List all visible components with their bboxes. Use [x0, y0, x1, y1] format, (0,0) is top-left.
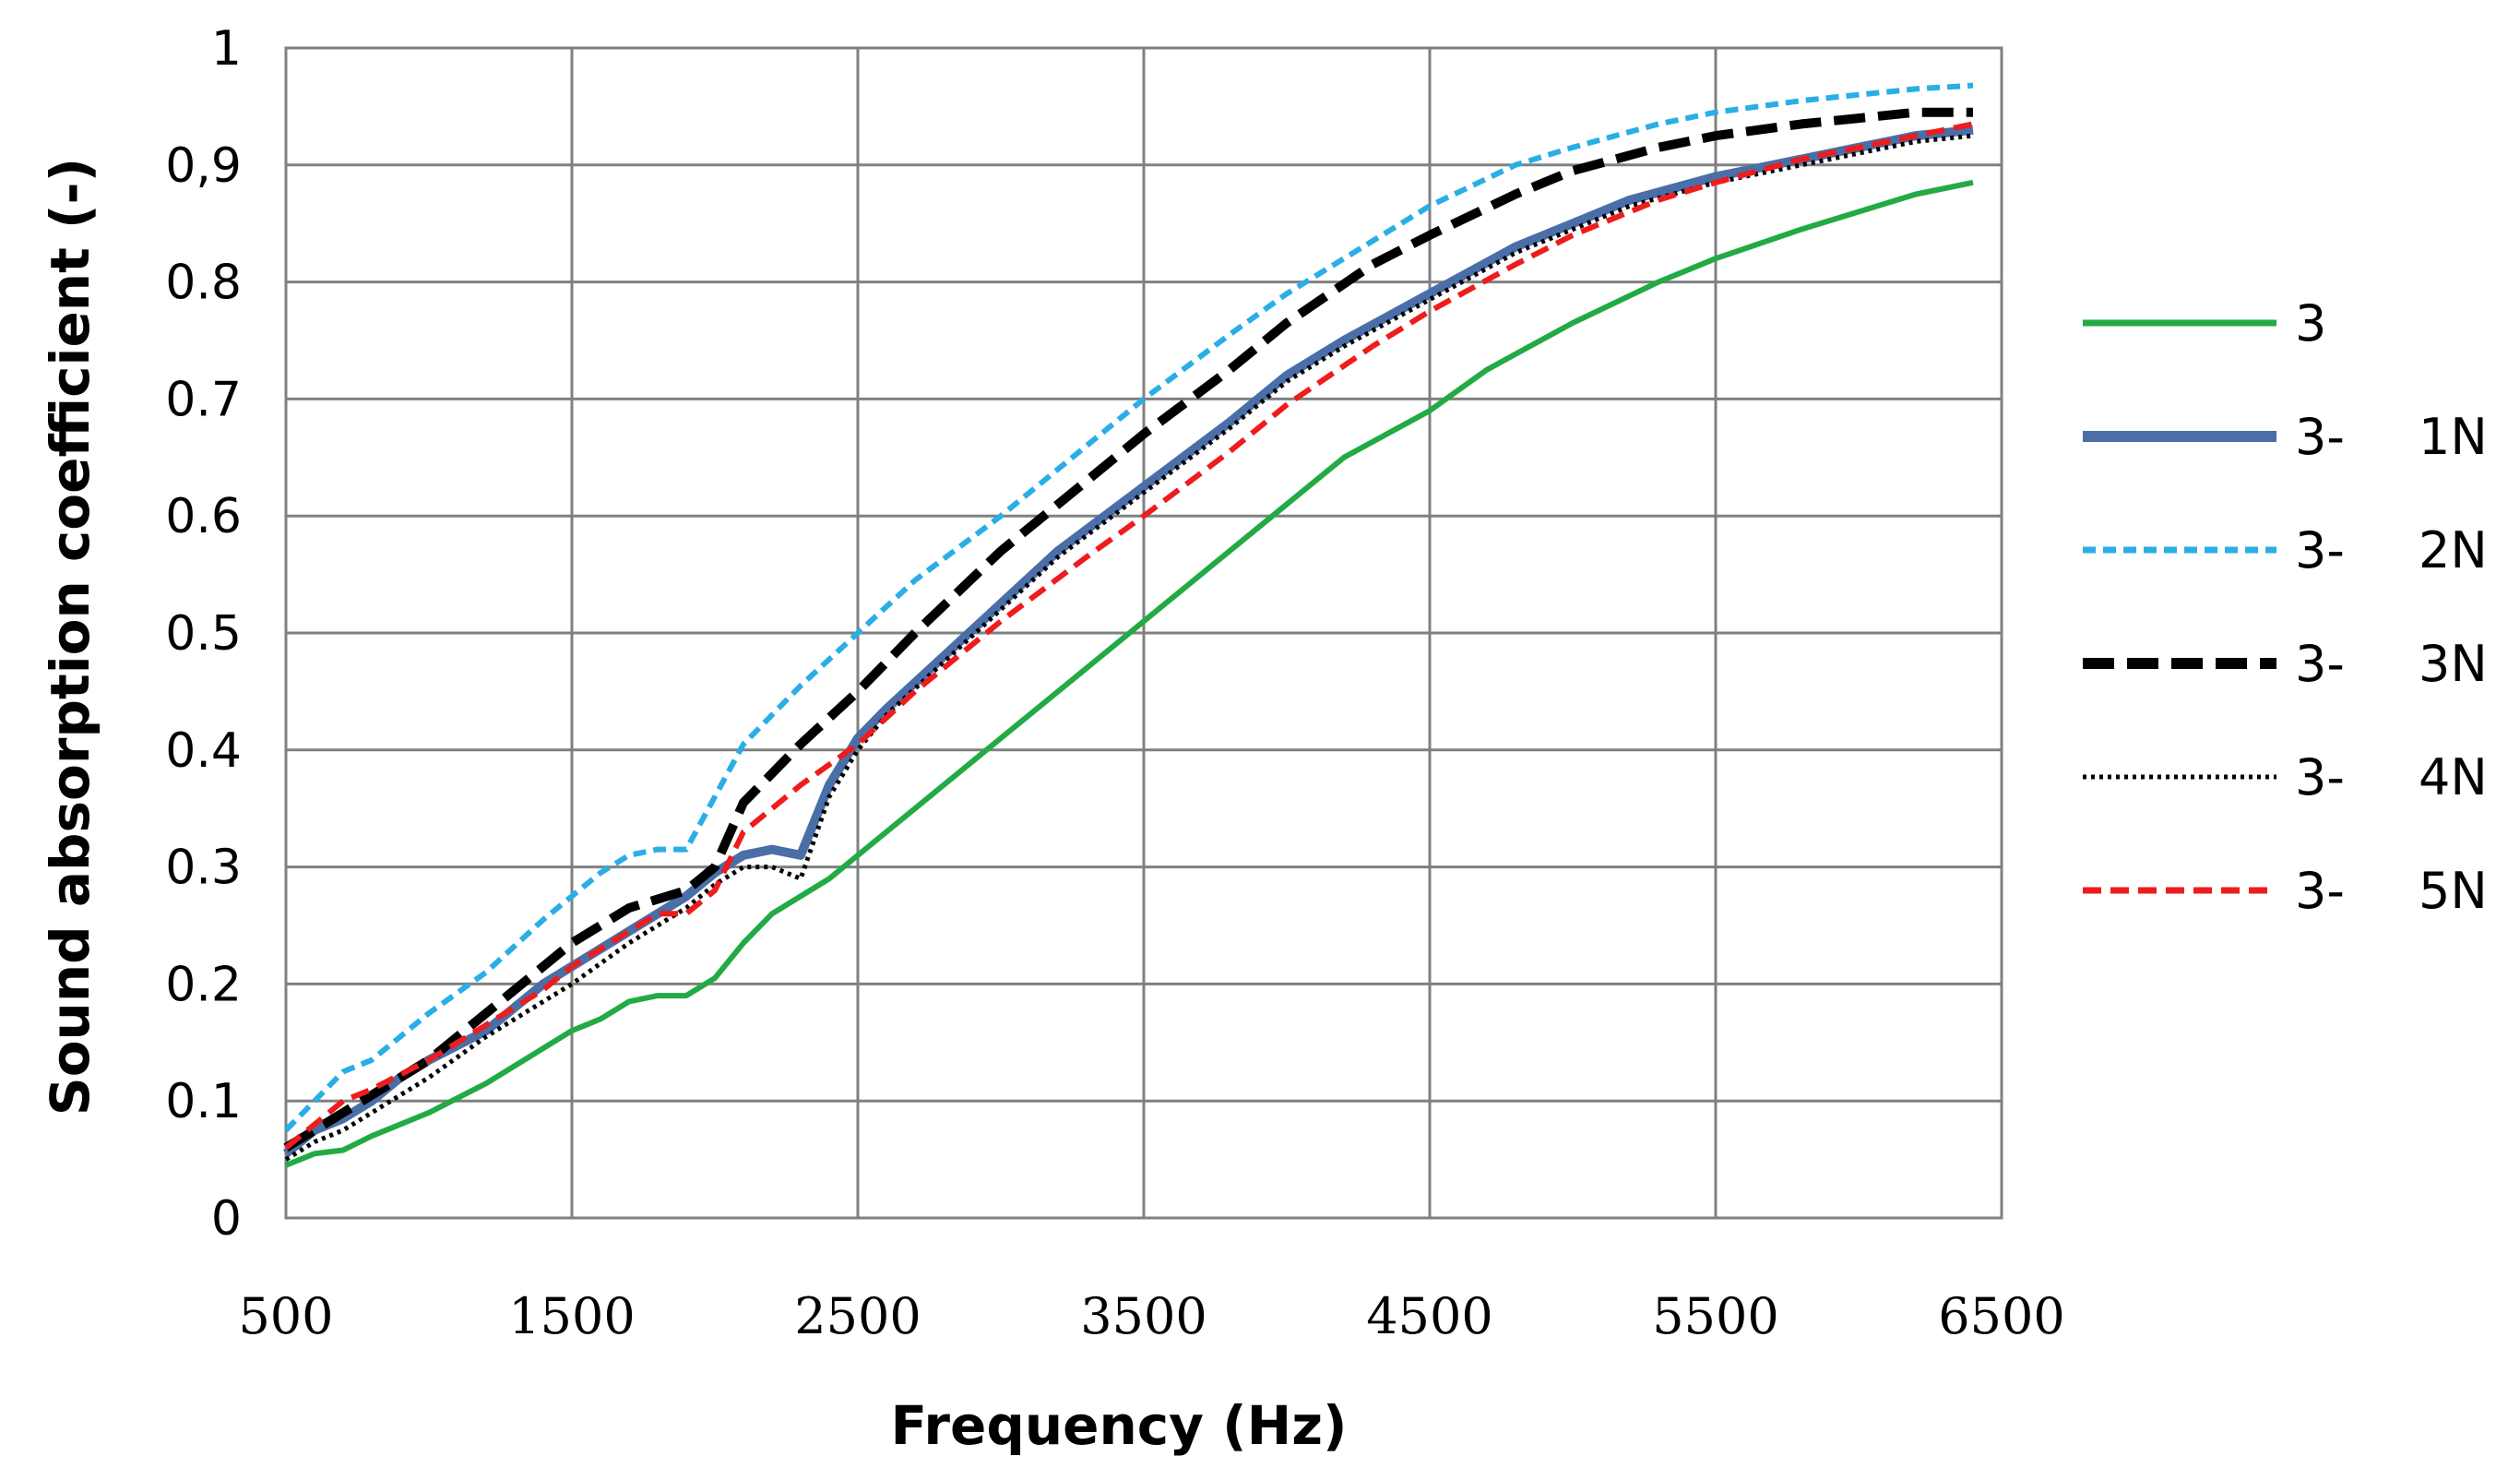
- legend-label: 3-: [2295, 408, 2345, 466]
- legend-label: 3-: [2295, 521, 2345, 579]
- legend-label: 3-: [2295, 635, 2345, 693]
- y-tick-label: 0.5: [165, 606, 242, 662]
- grid-lines: [284, 46, 2003, 1220]
- series-line-1: [284, 179, 1974, 1168]
- x-tick-labels: 500 1500 2500 3500 4500 5500 6500: [238, 1287, 2064, 1345]
- y-tick-label: 0.3: [165, 841, 242, 896]
- x-tick-label: 3500: [1080, 1287, 1207, 1345]
- series-lines: [282, 82, 1974, 1168]
- y-tick-label: 0.2: [165, 957, 242, 1012]
- x-tick-label: 4500: [1366, 1287, 1492, 1345]
- y-tick-label: 0.4: [165, 723, 242, 779]
- series-line-6: [284, 121, 1974, 1151]
- legend-label-suffix: 5N: [2419, 862, 2488, 920]
- y-tick-label: 0: [211, 1191, 242, 1247]
- x-tick-label: 1500: [508, 1287, 635, 1345]
- legend-label: 3-: [2295, 862, 2345, 920]
- legend-label-suffix: 1N: [2419, 408, 2488, 466]
- y-tick-label: 0.7: [165, 372, 242, 427]
- legend-label: 3-: [2295, 748, 2345, 806]
- legend-label-suffix: 3N: [2419, 635, 2488, 693]
- y-tick-label: 0.8: [165, 256, 242, 311]
- y-tick-labels: 0 0.1 0.2 0.3 0.4 0.5 0.6 0.7 0.8 0,9 1: [165, 21, 242, 1247]
- series-line-3: [283, 82, 1974, 1132]
- legend: 3 3- 1N 3- 2N 3- 3N 3- 4N 3- 5N: [2083, 294, 2488, 920]
- legend-label: 3: [2295, 294, 2326, 352]
- series-line-4: [283, 107, 1973, 1152]
- x-tick-label: 6500: [1938, 1287, 2064, 1345]
- y-tick-label: 0,9: [165, 138, 242, 194]
- y-tick-label: 0.6: [165, 489, 242, 544]
- y-tick-label: 0.1: [165, 1074, 242, 1129]
- x-tick-label: 5500: [1652, 1287, 1778, 1345]
- x-tick-label: 2500: [794, 1287, 921, 1345]
- x-tick-label: 500: [238, 1287, 333, 1345]
- y-axis-title: Sound absorption coefficient (-): [39, 158, 101, 1116]
- legend-label-suffix: 4N: [2419, 748, 2488, 806]
- x-axis-title: Frequency (Hz): [891, 1394, 1348, 1457]
- y-tick-label: 1: [211, 21, 242, 77]
- legend-label-suffix: 2N: [2419, 521, 2488, 579]
